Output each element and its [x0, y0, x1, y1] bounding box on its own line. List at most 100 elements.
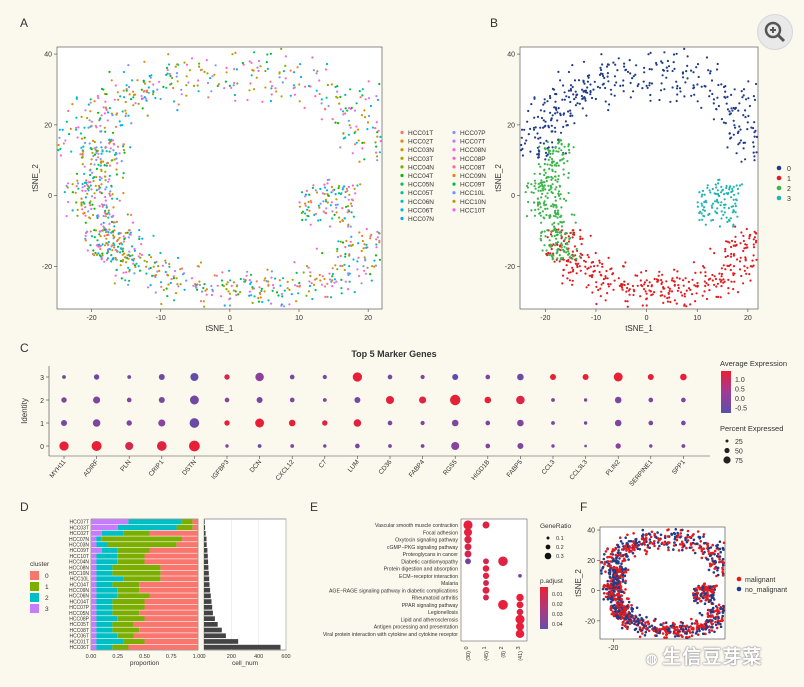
panel-b-point — [675, 302, 678, 305]
panel-a-point — [253, 295, 256, 298]
panel-a-point — [272, 284, 275, 287]
panel-f-point — [681, 528, 684, 532]
panel-a-point — [323, 285, 327, 288]
panel-a-point — [112, 242, 115, 245]
panel-a-point — [167, 283, 170, 286]
panel-a-point — [85, 181, 88, 184]
panel-f-ylabel: tSNE_2 — [574, 569, 583, 597]
panel-a-point — [149, 256, 153, 259]
panel-a-point — [119, 264, 122, 267]
panel-f-point — [639, 542, 643, 546]
panel-c-dot — [385, 395, 395, 405]
panel-a-point — [233, 93, 236, 97]
panel-a-point — [108, 138, 111, 141]
panel-a-point — [211, 75, 214, 78]
panel-a-point — [144, 97, 147, 100]
panel-a-point — [282, 277, 285, 280]
panel-a-point — [101, 243, 104, 246]
panel-f-point — [645, 627, 648, 630]
panel-f-point — [614, 577, 617, 581]
panel-b-point — [755, 258, 758, 261]
panel-a-point — [225, 66, 228, 69]
panel-b-point — [676, 84, 679, 88]
panel-b-point — [617, 57, 620, 60]
panel-a-point — [267, 280, 270, 283]
panel-a-legend-swatch — [452, 173, 456, 178]
panel-a-point — [365, 227, 368, 231]
panel-b-point — [626, 300, 629, 303]
panel-a-point — [315, 191, 319, 194]
panel-b-point — [565, 124, 568, 127]
panel-a-point — [348, 265, 351, 268]
panel-a-legend-label: HCC04T — [408, 173, 433, 180]
panel-b-point — [585, 114, 588, 117]
panel-c-dot — [420, 420, 425, 426]
panel-a-point — [136, 79, 139, 82]
panel-a-point — [357, 128, 360, 131]
panel-b-point — [628, 288, 631, 291]
panel-b-point — [530, 209, 533, 212]
panel-b-point — [698, 191, 701, 194]
panel-a-point — [137, 255, 140, 258]
panel-f-point — [626, 542, 629, 546]
panel-b-point — [701, 193, 704, 196]
panel-a-point — [94, 251, 97, 255]
panel-b-point — [586, 253, 589, 257]
panel-c-dot — [158, 397, 165, 403]
panel-a-point — [106, 257, 109, 260]
panel-d-prop-bar — [91, 564, 97, 570]
panel-a-point — [138, 269, 142, 272]
panel-f-point — [718, 560, 721, 564]
panel-a-point — [159, 281, 163, 284]
panel-f-point — [617, 579, 620, 582]
panel-b-point — [637, 83, 640, 86]
panel-b-label: B — [490, 16, 498, 30]
panel-b-point — [536, 132, 539, 135]
panel-f-point — [711, 619, 714, 622]
panel-a-point — [347, 198, 350, 201]
panel-f-point — [638, 613, 642, 617]
panel-b-point — [716, 96, 719, 99]
panel-a-point — [199, 300, 203, 303]
panel-b-point — [554, 175, 557, 178]
zoom-button[interactable] — [757, 14, 793, 50]
panel-b-point — [640, 271, 643, 274]
panel-a-point — [71, 183, 74, 186]
panel-a-point — [200, 68, 203, 71]
panel-a-point — [255, 76, 258, 79]
panel-b-point — [617, 277, 620, 280]
panel-f-point — [604, 550, 608, 553]
panel-b-point — [574, 262, 578, 265]
panel-b-xtick-label: 20 — [744, 315, 752, 322]
panel-a-point — [176, 256, 180, 259]
panel-a-point — [95, 126, 98, 129]
panel-b-point — [543, 181, 546, 184]
panel-f-point — [696, 633, 700, 636]
panel-d-prop-bar — [96, 570, 113, 576]
panel-f-point — [620, 554, 623, 558]
panel-f-point — [631, 610, 634, 613]
panel-f-point — [642, 624, 646, 628]
panel-b-point — [676, 93, 679, 96]
panel-a-point — [342, 132, 345, 135]
panel-c-dot — [93, 374, 100, 380]
panel-a-point — [113, 98, 116, 101]
panel-a-point — [330, 201, 333, 204]
panel-d-prop-bar — [160, 570, 198, 576]
panel-b-point — [574, 96, 578, 99]
panel-b-point — [533, 116, 536, 119]
panel-b-point — [716, 189, 719, 192]
panel-a-point — [94, 184, 97, 187]
panel-f-point — [653, 534, 656, 537]
panel-a-point — [123, 151, 126, 154]
panel-b-point — [583, 89, 586, 93]
panel-b-point — [720, 272, 724, 276]
panel-c-dot — [190, 372, 199, 382]
panel-a-point — [363, 243, 366, 246]
panel-f-point — [672, 548, 675, 551]
panel-b-point — [607, 109, 610, 112]
panel-b-point — [728, 132, 731, 135]
panel-b-point — [734, 106, 738, 109]
panel-b-point — [569, 87, 573, 91]
panel-a-point — [103, 228, 106, 231]
